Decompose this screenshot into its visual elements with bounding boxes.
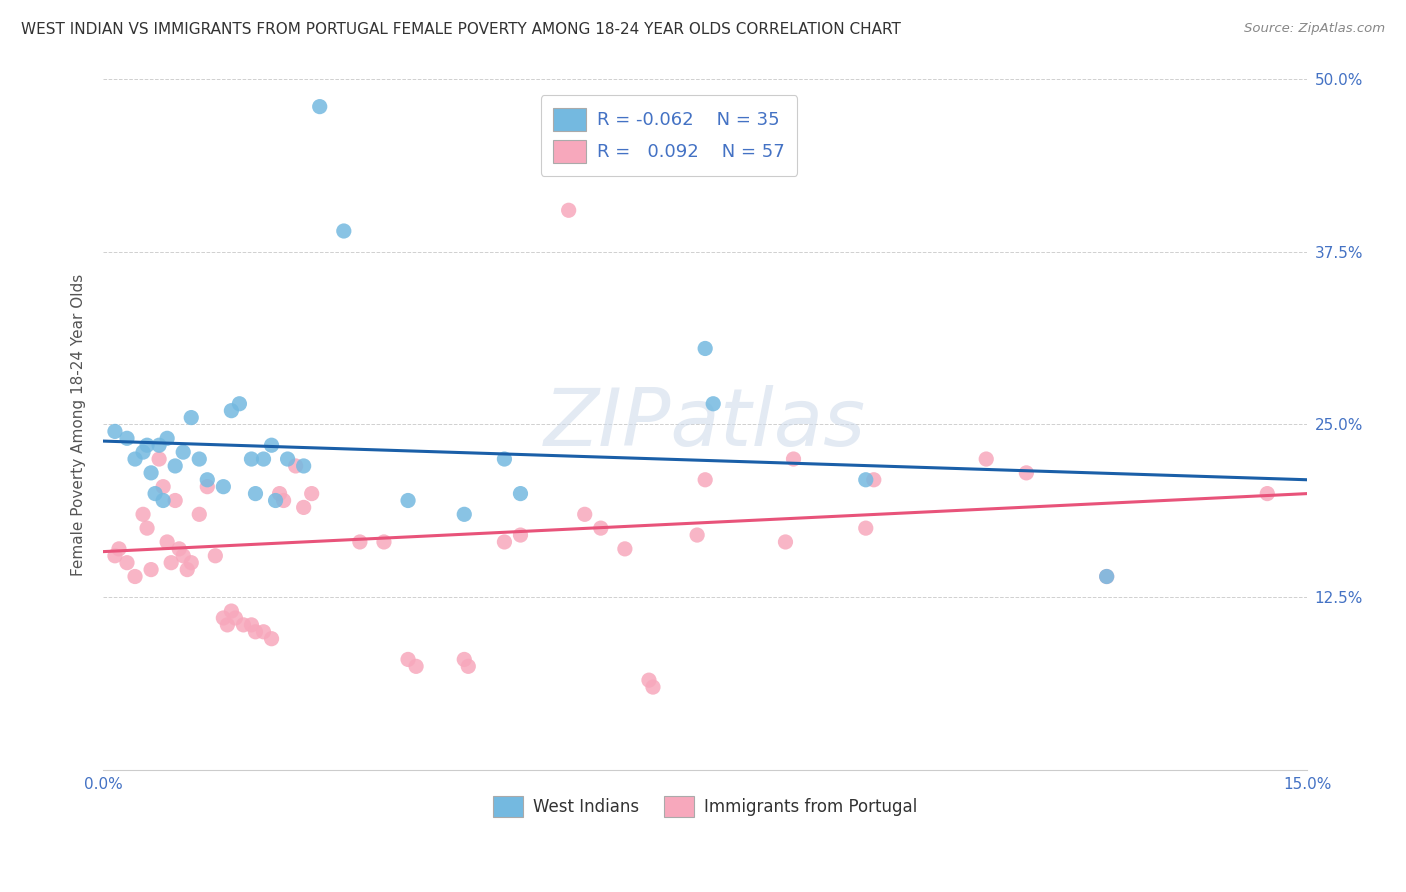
Point [292, 500, 315, 515]
Point [396, 493, 419, 508]
Point [156, 535, 179, 549]
Text: ZIPatlas: ZIPatlas [544, 385, 866, 464]
Point [172, 549, 194, 563]
Point [775, 535, 797, 549]
Point [1256, 486, 1278, 500]
Point [221, 403, 243, 417]
Point [160, 556, 183, 570]
Point [188, 452, 211, 467]
Point [269, 486, 291, 500]
Point [333, 224, 356, 238]
Point [240, 618, 263, 632]
Point [165, 493, 187, 508]
Point [232, 618, 254, 632]
Point [224, 611, 246, 625]
Point [245, 486, 267, 500]
Point [641, 680, 664, 694]
Point [862, 473, 884, 487]
Point [855, 521, 877, 535]
Point [156, 431, 179, 445]
Point [405, 659, 427, 673]
Point [453, 508, 475, 522]
Point [172, 445, 194, 459]
Point [695, 473, 717, 487]
Point [188, 508, 211, 522]
Point [115, 431, 138, 445]
Point [132, 508, 155, 522]
Point [509, 486, 531, 500]
Point [212, 480, 235, 494]
Point [613, 541, 636, 556]
Point [1095, 569, 1118, 583]
Y-axis label: Female Poverty Among 18-24 Year Olds: Female Poverty Among 18-24 Year Olds [72, 273, 86, 575]
Point [349, 535, 371, 549]
Point [180, 556, 202, 570]
Point [132, 445, 155, 459]
Point [457, 659, 479, 673]
Point [855, 473, 877, 487]
Point [195, 473, 218, 487]
Point [124, 452, 146, 467]
Point [136, 521, 159, 535]
Point [221, 604, 243, 618]
Point [217, 618, 239, 632]
Point [136, 438, 159, 452]
Legend: West Indians, Immigrants from Portugal: West Indians, Immigrants from Portugal [486, 789, 924, 824]
Point [139, 466, 162, 480]
Point [108, 541, 131, 556]
Point [165, 458, 187, 473]
Point [284, 458, 307, 473]
Point [195, 480, 218, 494]
Point [277, 452, 299, 467]
Point [453, 652, 475, 666]
Point [273, 493, 295, 508]
Point [115, 556, 138, 570]
Point [204, 549, 226, 563]
Text: Source: ZipAtlas.com: Source: ZipAtlas.com [1244, 22, 1385, 36]
Point [240, 452, 263, 467]
Point [686, 528, 709, 542]
Point [167, 541, 190, 556]
Point [264, 493, 287, 508]
Point [509, 528, 531, 542]
Point [245, 624, 267, 639]
Point [494, 452, 516, 467]
Point [143, 486, 166, 500]
Point [176, 563, 198, 577]
Point [1015, 466, 1038, 480]
Point [638, 673, 661, 688]
Point [396, 652, 419, 666]
Point [252, 624, 274, 639]
Point [212, 611, 235, 625]
Point [124, 569, 146, 583]
Point [148, 438, 170, 452]
Point [104, 549, 127, 563]
Point [974, 452, 997, 467]
Point [557, 203, 579, 218]
Point [180, 410, 202, 425]
Point [260, 632, 283, 646]
Point [152, 480, 174, 494]
Point [104, 425, 127, 439]
Point [152, 493, 174, 508]
Point [148, 452, 170, 467]
Point [702, 397, 724, 411]
Point [373, 535, 395, 549]
Point [260, 438, 283, 452]
Point [301, 486, 323, 500]
Point [228, 397, 250, 411]
Point [782, 452, 804, 467]
Point [695, 342, 717, 356]
Point [308, 100, 330, 114]
Text: WEST INDIAN VS IMMIGRANTS FROM PORTUGAL FEMALE POVERTY AMONG 18-24 YEAR OLDS COR: WEST INDIAN VS IMMIGRANTS FROM PORTUGAL … [21, 22, 901, 37]
Point [252, 452, 274, 467]
Point [292, 458, 315, 473]
Point [494, 535, 516, 549]
Point [1095, 569, 1118, 583]
Point [574, 508, 596, 522]
Point [139, 563, 162, 577]
Point [589, 521, 612, 535]
